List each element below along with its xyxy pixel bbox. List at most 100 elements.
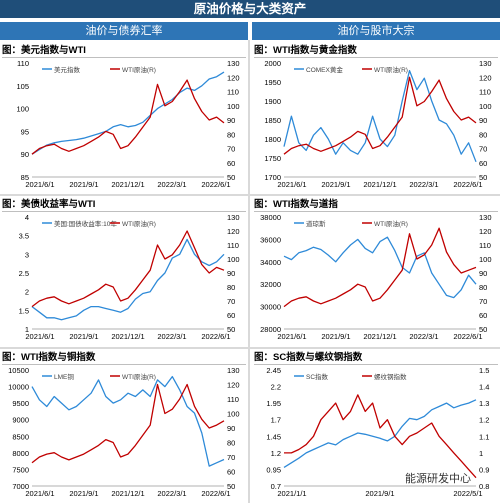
y-tick-label-right: 80 <box>479 283 487 292</box>
x-tick-label: 2022/3/1 <box>409 180 438 189</box>
y-tick-label-left: 34000 <box>260 258 281 267</box>
y-tick-label-right: 1.1 <box>479 432 489 441</box>
y-tick-label-right: 60 <box>479 311 487 320</box>
y-tick-label-right: 100 <box>227 255 240 264</box>
chart-svg: 1700 1750 1800 1850 1900 1950 2000 50 60 70 80 90 10… <box>264 59 492 189</box>
y-tick-label-right: 80 <box>227 130 235 139</box>
x-tick-label: 2021/9/1 <box>365 489 394 498</box>
chart-panel-treasury-wti: 图：美债收益率与WTI 1 1.5 2 2.5 3 3.5 4 50 60 70 80 90 100 11… <box>2 199 246 345</box>
chart-title: 图：美债收益率与WTI <box>2 199 96 210</box>
y-tick-label-left: 28000 <box>260 325 281 334</box>
y-tick-label-right: 90 <box>227 424 235 433</box>
x-tick-label: 2021/12/1 <box>111 332 144 341</box>
chart-panel-wti-copper: 图：WTI指数与铜指数 7000 7500 8000 8500 9000 9500 1000… <box>2 352 246 502</box>
y-tick-label-right: 50 <box>227 482 235 491</box>
x-tick-label: 2022/3/1 <box>157 180 186 189</box>
x-tick-label: 2022/5/1 <box>453 489 482 498</box>
chart-panel-usd-wti: 图：美元指数与WTI 85 90 95 100 105 110 50 60 70 80 90 100 1… <box>2 45 246 193</box>
legend-label: WTI原油(R) <box>374 219 408 228</box>
title-rule <box>254 57 498 58</box>
y-tick-label-right: 100 <box>479 102 492 111</box>
title-rule <box>2 211 246 212</box>
y-tick-label-left: 32000 <box>260 280 281 289</box>
y-tick-label-right: 90 <box>479 269 487 278</box>
x-tick-label: 2022/3/1 <box>409 332 438 341</box>
y-tick-label-left: 1 <box>25 325 29 334</box>
legend-label: WTI原油(R) <box>374 65 408 74</box>
y-tick-label-right: 1.5 <box>479 366 489 375</box>
row-divider-1 <box>0 194 500 196</box>
watermark-text: 能源研发中心 <box>405 473 471 485</box>
legend-label: LME铜 <box>54 372 74 381</box>
series-line-blue <box>283 69 477 163</box>
x-tick-label: 2021/6/1 <box>277 180 306 189</box>
column-divider <box>248 40 250 503</box>
y-tick-label-right: 70 <box>227 297 235 306</box>
chart-svg: 28000 30000 32000 34000 36000 38000 50 60 70 80 90… <box>260 213 492 341</box>
y-tick-label-right: 110 <box>227 241 239 250</box>
chart-svg: 85 90 95 100 105 110 50 60 70 80 90 100 110 120 130 202… <box>16 59 240 189</box>
y-tick-label-right: 0.8 <box>479 482 489 491</box>
title-rule <box>2 57 246 58</box>
series-line-red <box>284 394 477 479</box>
y-tick-label-left: 1.95 <box>266 399 281 408</box>
x-tick-label: 2022/6/1 <box>201 489 230 498</box>
y-tick-label-left: 7500 <box>12 465 29 474</box>
y-tick-label-left: 1850 <box>264 116 281 125</box>
y-tick-label-right: 60 <box>227 159 235 168</box>
legend-label: 美元指数 <box>54 65 81 74</box>
column-header-right: 油价与股市大宗 <box>252 22 500 40</box>
y-tick-label-right: 100 <box>227 102 240 111</box>
legend-label: SC指数 <box>306 372 329 381</box>
y-tick-label-left: 3 <box>25 250 29 259</box>
y-tick-label-right: 60 <box>227 311 235 320</box>
y-tick-label-left: 2 <box>25 288 29 297</box>
y-tick-label-right: 70 <box>479 297 487 306</box>
x-tick-label: 2022/6/1 <box>201 332 230 341</box>
y-tick-label-right: 50 <box>479 325 487 334</box>
x-tick-label: 2021/6/1 <box>25 332 54 341</box>
y-tick-label-right: 60 <box>227 468 235 477</box>
y-tick-label-left: 8000 <box>12 449 29 458</box>
y-tick-label-right: 130 <box>479 59 492 68</box>
title-rule <box>254 364 498 365</box>
y-tick-label-right: 90 <box>227 116 235 125</box>
y-tick-label-right: 100 <box>479 255 492 264</box>
y-tick-label-right: 100 <box>227 410 240 419</box>
title-rule <box>2 364 246 365</box>
y-tick-label-right: 50 <box>227 173 235 182</box>
y-tick-label-left: 1.7 <box>271 416 281 425</box>
title-rule <box>254 211 498 212</box>
y-tick-label-left: 110 <box>17 59 29 68</box>
legend-label: 道琼斯 <box>306 219 326 228</box>
y-tick-label-right: 80 <box>227 439 235 448</box>
chart-panel-wti-dow: 图：WTI指数与道指 28000 30000 32000 34000 36000 3800… <box>254 199 498 345</box>
x-tick-label: 2021/12/1 <box>111 489 144 498</box>
y-tick-label-right: 50 <box>479 173 487 182</box>
x-tick-label: 2021/6/1 <box>25 180 54 189</box>
y-tick-label-left: 1950 <box>264 78 281 87</box>
x-tick-label: 2022/3/1 <box>157 332 186 341</box>
y-tick-label-left: 2000 <box>264 59 281 68</box>
series-line-blue <box>283 236 477 299</box>
series-line-blue <box>31 71 225 155</box>
x-tick-label: 2021/9/1 <box>69 332 98 341</box>
chart-title: 图：WTI指数与铜指数 <box>2 352 96 363</box>
y-tick-label-right: 120 <box>227 73 240 82</box>
row-divider-2 <box>0 347 500 349</box>
y-tick-label-right: 70 <box>479 145 487 154</box>
y-tick-label-left: 30000 <box>260 303 281 312</box>
x-tick-label: 2021/9/1 <box>69 489 98 498</box>
x-tick-label: 2022/6/1 <box>453 180 482 189</box>
page-banner: 原油价格与大类资产 <box>0 0 500 18</box>
y-tick-label-left: 9000 <box>12 416 29 425</box>
y-tick-label-left: 0.95 <box>266 465 281 474</box>
chart-title: 图：WTI指数与道指 <box>254 199 338 210</box>
y-tick-label-left: 2.2 <box>271 383 281 392</box>
chart-svg: 0.7 0.95 1.2 1.45 1.7 1.95 2.2 2.45 0.8 0.9 1 1.1 1.… <box>266 366 489 498</box>
chart-title: 图：美元指数与WTI <box>2 45 86 56</box>
series-line-red <box>283 76 477 155</box>
y-tick-label-right: 120 <box>227 381 240 390</box>
y-tick-label-right: 130 <box>479 213 492 222</box>
y-tick-label-right: 60 <box>479 159 487 168</box>
